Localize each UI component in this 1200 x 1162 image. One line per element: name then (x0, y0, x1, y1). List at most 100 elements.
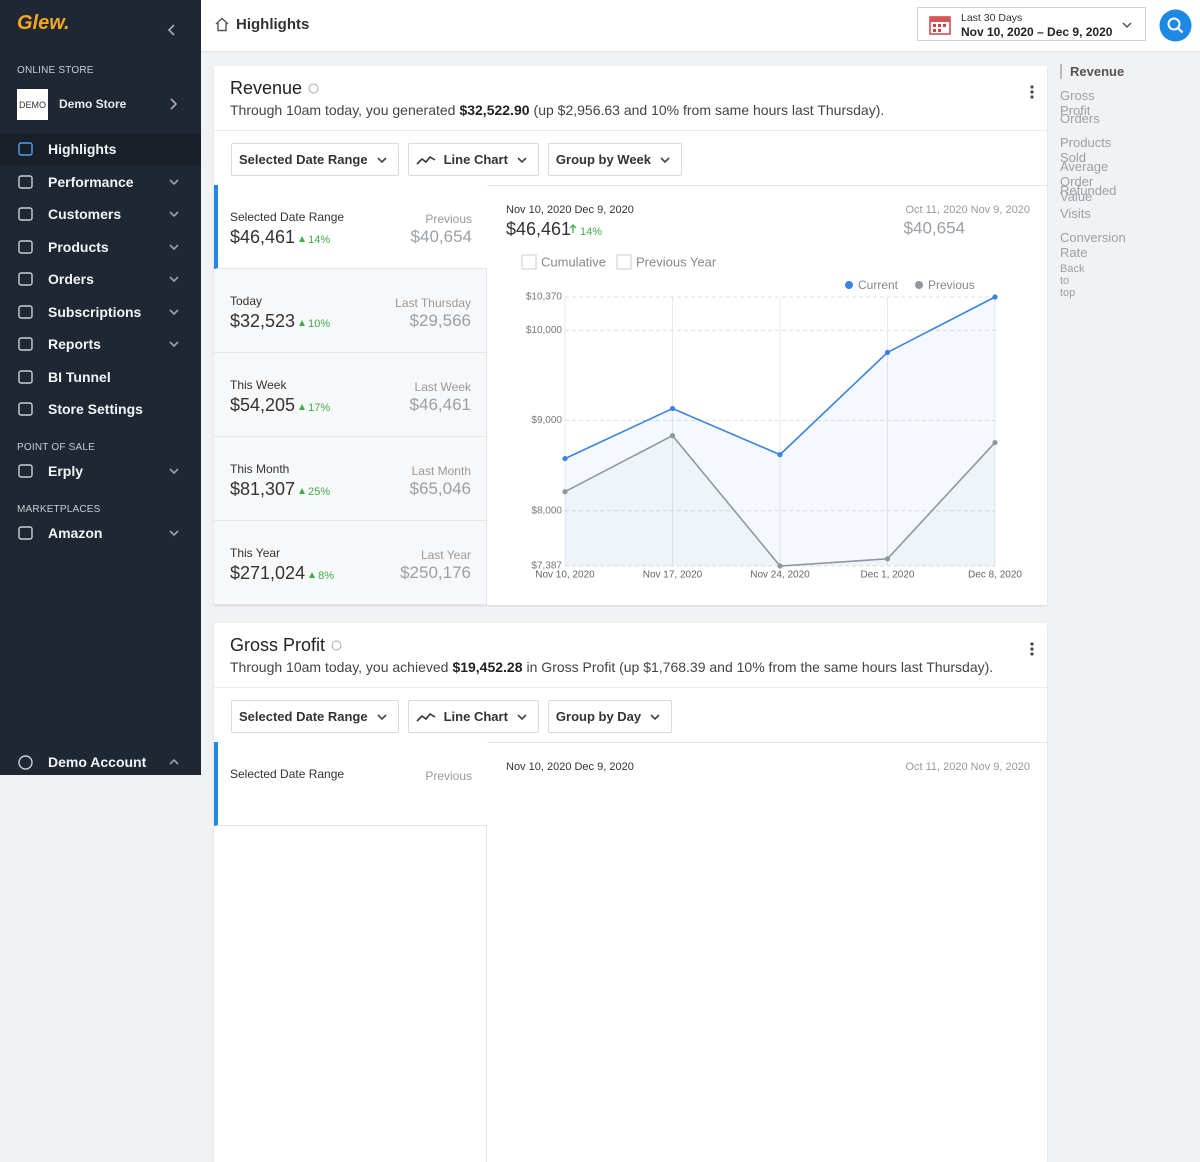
nav-label: Amazon (48, 525, 103, 541)
period-row[interactable]: Selected Date Range $46,461 14% Previous $40… (214, 185, 487, 269)
nav-label: Reports (48, 336, 101, 352)
y-tick-label: $10,370 (526, 292, 563, 303)
nav-item[interactable]: Products (0, 231, 201, 263)
nav-label: Subscriptions (48, 303, 142, 320)
checkbox-label: Cumulative (541, 254, 606, 269)
line-chart-icon (416, 712, 436, 722)
legend-swatch (845, 281, 853, 289)
nav-label: Customers (48, 206, 122, 222)
right-nav-item[interactable]: Refunded (1060, 182, 1117, 198)
right-nav-item[interactable]: Gross Profit (1060, 87, 1095, 118)
nav-icon (18, 207, 33, 221)
divider (214, 130, 1047, 131)
account-icon (18, 755, 33, 770)
right-nav-item[interactable]: Orders (1060, 111, 1100, 127)
dropdown[interactable]: Line Chart (407, 700, 539, 733)
search-button[interactable] (1159, 9, 1192, 42)
more-menu[interactable] (1028, 84, 1036, 100)
chevron-line (169, 211, 179, 218)
x-tick-label: Dec 8, 2020 (968, 570, 1022, 581)
period-row[interactable]: This Month $81,307 25% Last Month $65,046 (214, 437, 487, 521)
summary-text: Through 10am today, you achieved (230, 659, 449, 675)
more-menu[interactable] (1028, 641, 1036, 657)
account[interactable]: Demo Account (0, 746, 201, 775)
dropdown[interactable]: Line Chart (407, 143, 539, 176)
icon-shape (18, 402, 33, 416)
nav-item[interactable]: Store Settings (0, 393, 201, 425)
y-tick-label: $8,000 (531, 505, 562, 516)
period-row[interactable]: This Week $54,205 17% Last Week $46,461 (214, 353, 487, 437)
chevron-line (169, 243, 179, 250)
chart-panel: Nov 10, 2020 Dec 9, 2020 Oct 11, 2020 Nov… (506, 204, 1030, 581)
nav-icon (18, 239, 33, 254)
checkbox[interactable] (521, 254, 537, 270)
calendar-icon (929, 16, 951, 35)
period-row[interactable]: Today $32,523 10% Last Thursday $29,566 (214, 269, 487, 353)
divider (214, 742, 1047, 743)
nav-item[interactable]: Orders (0, 263, 201, 295)
data-point (562, 455, 568, 462)
section-label: ONLINE STORE (17, 65, 94, 76)
nav-item[interactable]: BI Tunnel (0, 361, 201, 393)
dropdown[interactable]: Selected Date Range (231, 143, 399, 176)
sidebar: Glew. ONLINE STORE DEMO Demo Store POINT… (0, 0, 201, 775)
right-nav-item[interactable]: Conversion Rate (1060, 229, 1126, 260)
previous-label: Previous (425, 769, 472, 783)
dropdown-label: Selected Date Range (239, 709, 368, 724)
icon-line (416, 155, 436, 165)
period-amount: $54,205 (230, 395, 296, 415)
menu-dot (1030, 652, 1034, 656)
period-value: $81,307 25% (230, 479, 330, 500)
period-row[interactable]: Selected Date Range Previous (214, 742, 487, 826)
nav-item[interactable]: Amazon (0, 517, 201, 549)
right-nav-item[interactable]: Average Order Value (1060, 158, 1109, 204)
x-tick-label: Dec 1, 2020 (861, 570, 915, 581)
dropdown[interactable]: Selected Date Range (231, 700, 399, 733)
right-nav-item[interactable]: Products Sold (1060, 135, 1112, 166)
chevron (650, 713, 660, 720)
nav-icon (18, 526, 33, 540)
chevron-line (517, 713, 527, 720)
dropdown[interactable]: Group by Day (547, 700, 673, 733)
card: Gross Profit Through 10am today, you achi… (214, 623, 1047, 1162)
period-row[interactable]: This Year $271,024 8% Last Year $250,176 (214, 521, 487, 605)
icon-shape (18, 272, 33, 286)
data-point (884, 349, 891, 355)
store-name[interactable]: Demo Store (59, 97, 127, 111)
date-range-label: Last 30 Days (961, 12, 1023, 24)
back-to-top[interactable]: Back to top (1060, 263, 1085, 299)
right-nav-item[interactable]: Visits (1060, 206, 1091, 222)
checkbox[interactable] (616, 254, 632, 270)
period-change: 14% (299, 234, 330, 246)
dropdown[interactable]: Group by Week (547, 143, 683, 176)
icon-shape (18, 304, 33, 319)
nav-icon (18, 142, 33, 156)
nav-item[interactable]: Subscriptions (0, 296, 201, 328)
nav-item[interactable]: Performance (0, 166, 201, 198)
chevron-line (660, 156, 670, 163)
icon-shape (18, 174, 33, 189)
previous-label: Previous (425, 212, 472, 226)
chevron-line (169, 276, 179, 283)
chevron-line (169, 308, 179, 315)
menu-dot (1030, 85, 1034, 89)
logo[interactable]: Glew. (17, 12, 70, 34)
previous-value: $40,654 (904, 218, 965, 237)
nav-item[interactable]: Erply (0, 455, 201, 487)
series-area (565, 435, 995, 566)
nav-item[interactable]: Highlights (0, 133, 201, 165)
legend-label[interactable]: Previous (928, 278, 975, 292)
right-nav-item[interactable]: Revenue (1060, 64, 1124, 79)
legend-label[interactable]: Current (858, 278, 899, 292)
top-bar: Highlights Last 30 Days Nov 10, 2020 – D… (201, 0, 1200, 52)
chevron (169, 530, 179, 537)
date-picker[interactable]: Last 30 Days Nov 10, 2020 – Dec 9, 2020 (917, 7, 1146, 41)
chevron (169, 468, 179, 475)
chevron (170, 98, 178, 110)
checkbox-label: Previous Year (636, 254, 717, 269)
nav-item[interactable]: Reports (0, 328, 201, 360)
nav-item[interactable]: Customers (0, 198, 201, 230)
icon-shape (18, 207, 33, 221)
info-icon (308, 83, 319, 94)
collapse-icon[interactable] (166, 23, 178, 37)
